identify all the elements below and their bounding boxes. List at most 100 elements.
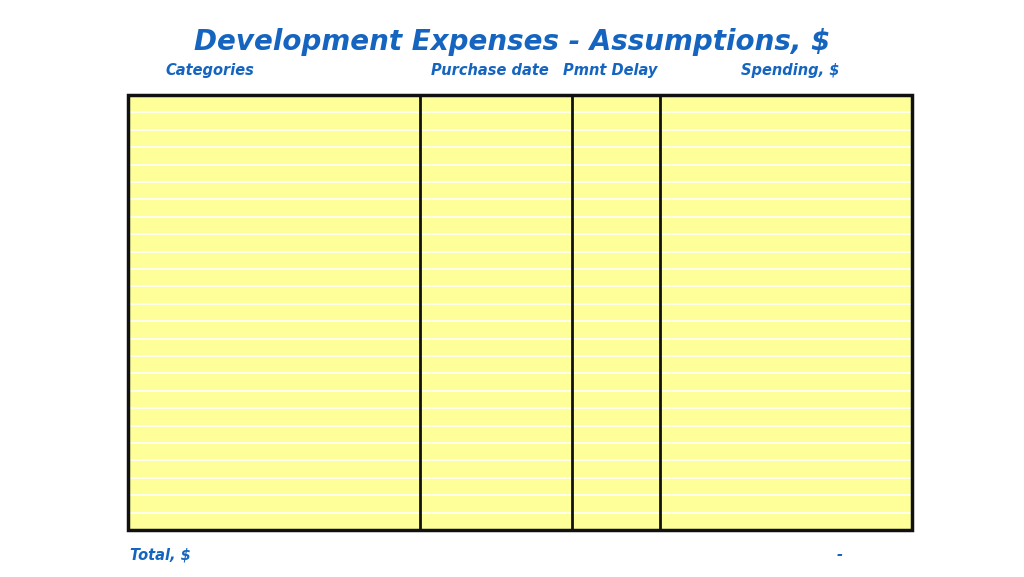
Bar bbox=[572, 408, 660, 426]
Bar bbox=[128, 373, 420, 391]
Bar bbox=[660, 408, 912, 426]
Bar bbox=[660, 512, 912, 530]
Bar bbox=[572, 304, 660, 321]
Bar bbox=[420, 426, 572, 443]
Bar bbox=[128, 512, 420, 530]
Bar bbox=[660, 252, 912, 269]
Bar bbox=[572, 321, 660, 339]
Bar bbox=[420, 304, 572, 321]
Bar bbox=[128, 95, 420, 113]
Bar bbox=[660, 200, 912, 217]
Bar bbox=[420, 512, 572, 530]
Bar bbox=[660, 304, 912, 321]
Bar bbox=[660, 217, 912, 234]
Bar bbox=[420, 460, 572, 478]
Bar bbox=[572, 234, 660, 252]
Bar bbox=[660, 339, 912, 356]
Text: Spending, $: Spending, $ bbox=[740, 63, 840, 78]
Bar bbox=[420, 130, 572, 147]
Bar bbox=[572, 460, 660, 478]
Bar bbox=[572, 164, 660, 182]
Bar bbox=[128, 164, 420, 182]
Bar bbox=[420, 200, 572, 217]
Text: Pmnt Delay: Pmnt Delay bbox=[563, 63, 657, 78]
Bar bbox=[420, 356, 572, 373]
Bar bbox=[572, 512, 660, 530]
Bar bbox=[128, 217, 420, 234]
Bar bbox=[128, 460, 420, 478]
Bar bbox=[420, 443, 572, 460]
Bar bbox=[660, 495, 912, 512]
Bar bbox=[420, 147, 572, 164]
Bar bbox=[572, 113, 660, 130]
Bar bbox=[660, 113, 912, 130]
Bar bbox=[572, 443, 660, 460]
Bar bbox=[420, 373, 572, 391]
Bar bbox=[420, 478, 572, 495]
Bar bbox=[128, 95, 912, 530]
Bar bbox=[572, 426, 660, 443]
Bar bbox=[128, 304, 420, 321]
Bar bbox=[128, 356, 420, 373]
Bar bbox=[660, 164, 912, 182]
Bar bbox=[660, 460, 912, 478]
Bar bbox=[420, 339, 572, 356]
Bar bbox=[660, 321, 912, 339]
Bar bbox=[128, 113, 420, 130]
Bar bbox=[572, 182, 660, 200]
Bar bbox=[128, 269, 420, 286]
Bar bbox=[420, 252, 572, 269]
Bar bbox=[660, 286, 912, 304]
Bar bbox=[660, 130, 912, 147]
Bar bbox=[572, 495, 660, 512]
Text: Purchase date: Purchase date bbox=[431, 63, 549, 78]
Bar bbox=[660, 356, 912, 373]
Bar bbox=[128, 286, 420, 304]
Bar bbox=[420, 495, 572, 512]
Bar bbox=[572, 95, 660, 113]
Bar bbox=[128, 234, 420, 252]
Bar bbox=[420, 182, 572, 200]
Bar bbox=[660, 443, 912, 460]
Text: -: - bbox=[837, 548, 843, 563]
Bar bbox=[572, 478, 660, 495]
Bar bbox=[660, 426, 912, 443]
Bar bbox=[660, 391, 912, 408]
Bar bbox=[660, 234, 912, 252]
Bar bbox=[128, 200, 420, 217]
Bar bbox=[660, 182, 912, 200]
Text: Total, $: Total, $ bbox=[130, 548, 190, 563]
Bar bbox=[420, 321, 572, 339]
Text: Categories: Categories bbox=[166, 63, 254, 78]
Bar bbox=[128, 147, 420, 164]
Bar bbox=[420, 113, 572, 130]
Bar bbox=[572, 217, 660, 234]
Bar bbox=[420, 286, 572, 304]
Bar bbox=[420, 164, 572, 182]
Bar bbox=[572, 269, 660, 286]
Bar bbox=[128, 252, 420, 269]
Bar bbox=[660, 269, 912, 286]
Bar bbox=[128, 339, 420, 356]
Bar bbox=[572, 286, 660, 304]
Bar bbox=[572, 339, 660, 356]
Bar bbox=[420, 234, 572, 252]
Bar bbox=[128, 182, 420, 200]
Bar bbox=[660, 147, 912, 164]
Bar bbox=[660, 373, 912, 391]
Bar bbox=[572, 373, 660, 391]
Bar bbox=[572, 391, 660, 408]
Bar bbox=[128, 426, 420, 443]
Bar bbox=[572, 252, 660, 269]
Bar bbox=[128, 321, 420, 339]
Bar bbox=[420, 269, 572, 286]
Bar bbox=[572, 356, 660, 373]
Bar bbox=[420, 217, 572, 234]
Bar bbox=[128, 495, 420, 512]
Bar bbox=[420, 95, 572, 113]
Bar bbox=[128, 391, 420, 408]
Text: Development Expenses - Assumptions, $: Development Expenses - Assumptions, $ bbox=[194, 28, 830, 56]
Bar bbox=[572, 130, 660, 147]
Bar bbox=[128, 408, 420, 426]
Bar bbox=[128, 478, 420, 495]
